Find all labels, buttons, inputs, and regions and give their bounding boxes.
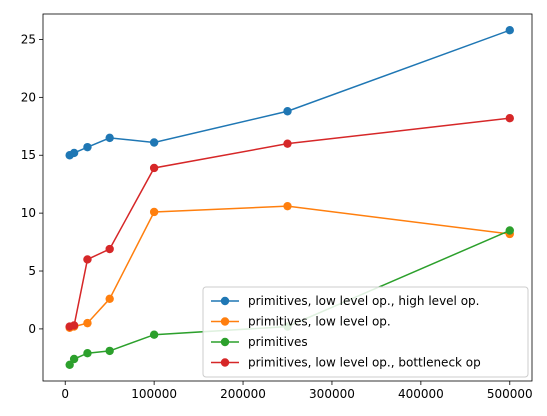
data-point [505, 226, 514, 235]
y-tick-label: 10 [21, 206, 36, 220]
legend-label: primitives, low level op., bottleneck op [248, 356, 481, 370]
axis-ticks: 0 100000 200000 300000 400000 500000 0 5 10 15 20 2… [21, 32, 533, 401]
data-point [69, 321, 79, 330]
legend-label: primitives, low level op., high level op… [248, 294, 479, 308]
legend-box [202, 286, 529, 378]
legend: primitives, low level op., high level op… [202, 286, 529, 378]
data-point [83, 318, 92, 328]
data-point [283, 107, 292, 116]
x-tick-label: 200000 [220, 387, 266, 401]
x-tick-label: 100000 [131, 387, 177, 401]
data-point [283, 139, 292, 148]
y-tick-label: 5 [28, 264, 36, 278]
data-point [65, 360, 74, 369]
series-3 [65, 113, 514, 331]
y-tick-label: 25 [21, 32, 36, 46]
legend-swatch-marker [220, 296, 230, 306]
legend-swatch-marker [220, 337, 230, 347]
legend-item: primitives [211, 335, 308, 349]
legend-item: primitives, low level op., bottleneck op [211, 356, 481, 370]
data-point [149, 163, 159, 173]
y-tick-label: 20 [21, 90, 36, 104]
legend-item: primitives, low level op., high level op… [211, 294, 479, 308]
x-tick-label: 500000 [487, 387, 533, 401]
series-0 [65, 26, 514, 160]
data-point [105, 133, 114, 143]
data-point [105, 346, 114, 356]
legend-item: primitives, low level op. [211, 315, 391, 329]
data-point [149, 207, 159, 217]
legend-swatch-marker [220, 317, 230, 326]
x-tick-label: 0 [61, 387, 69, 401]
axes-frame [42, 13, 533, 382]
legend-label: primitives, low level op. [248, 315, 391, 329]
x-tick-label: 300000 [309, 387, 355, 401]
x-tick-label: 400000 [398, 387, 444, 401]
data-point [105, 244, 114, 254]
y-tick-label: 15 [21, 148, 36, 162]
data-point [69, 148, 79, 158]
data-point [83, 349, 92, 358]
data-point [505, 26, 514, 35]
data-point [149, 138, 159, 147]
data-point [83, 142, 92, 152]
legend-label: primitives [248, 335, 308, 349]
data-point [283, 201, 292, 211]
data-point [149, 330, 159, 339]
data-point [69, 354, 79, 364]
y-tick-label: 0 [28, 322, 36, 336]
data-point [105, 294, 114, 304]
data-point [505, 113, 514, 123]
data-point [83, 255, 92, 264]
legend-swatch-marker [220, 358, 230, 367]
series-line [69, 29, 511, 156]
